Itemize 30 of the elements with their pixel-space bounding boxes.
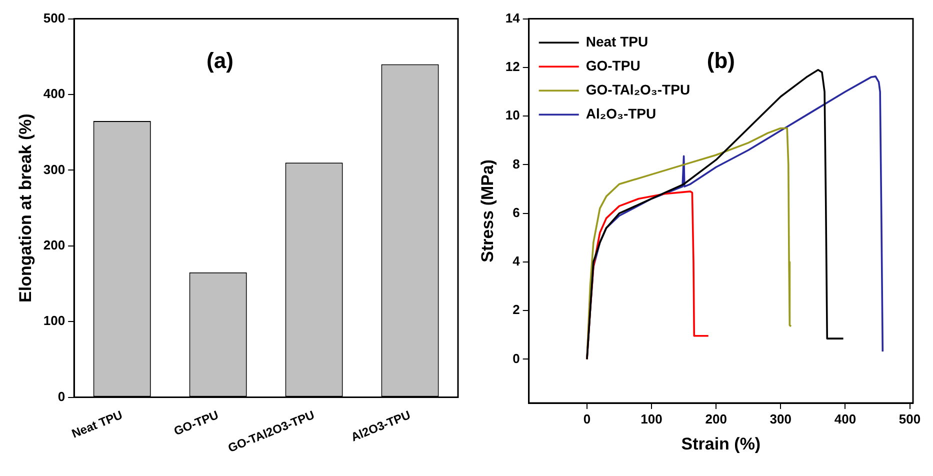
legend-label: Al₂O₃-TPU: [586, 105, 656, 122]
y-tick-label: 8: [512, 156, 520, 172]
y-tick-label: 500: [43, 10, 66, 26]
y-tick-label: 200: [43, 237, 66, 252]
x-axis-title: Strain (%): [681, 434, 761, 454]
legend-label: GO-TPU: [586, 57, 640, 74]
x-tick-label: 500: [898, 411, 921, 426]
legend-label: GO-TAl₂O₃-TPU: [586, 81, 690, 98]
x-tick-label: 300: [770, 411, 792, 426]
y-tick-label: 12: [505, 59, 520, 74]
y-tick-label: 0: [512, 350, 520, 366]
x-tick-label: Neat TPU: [70, 408, 124, 441]
y-tick-label: 400: [43, 86, 66, 102]
x-tick-label: 100: [640, 411, 662, 426]
legend-label: Neat TPU: [586, 33, 648, 50]
y-axis-title: Elongation at break (%): [16, 114, 35, 302]
y-tick-label: 14: [505, 10, 521, 26]
y-tick-label: 6: [512, 204, 520, 220]
x-tick-label: 400: [834, 411, 856, 426]
y-tick-label: 300: [43, 162, 66, 177]
y-tick-label: 2: [512, 302, 520, 318]
y-axis-title: Stress (MPa): [478, 159, 497, 262]
text: (a): [206, 48, 234, 73]
y-tick-label: 10: [505, 108, 520, 123]
y-tick-label: 4: [512, 254, 521, 269]
y-tick-label: 0: [58, 388, 66, 404]
text: (b): [706, 48, 735, 73]
y-tick-label: 100: [43, 313, 66, 328]
x-tick-label: 200: [705, 411, 727, 426]
x-tick-label: 0: [583, 411, 591, 426]
